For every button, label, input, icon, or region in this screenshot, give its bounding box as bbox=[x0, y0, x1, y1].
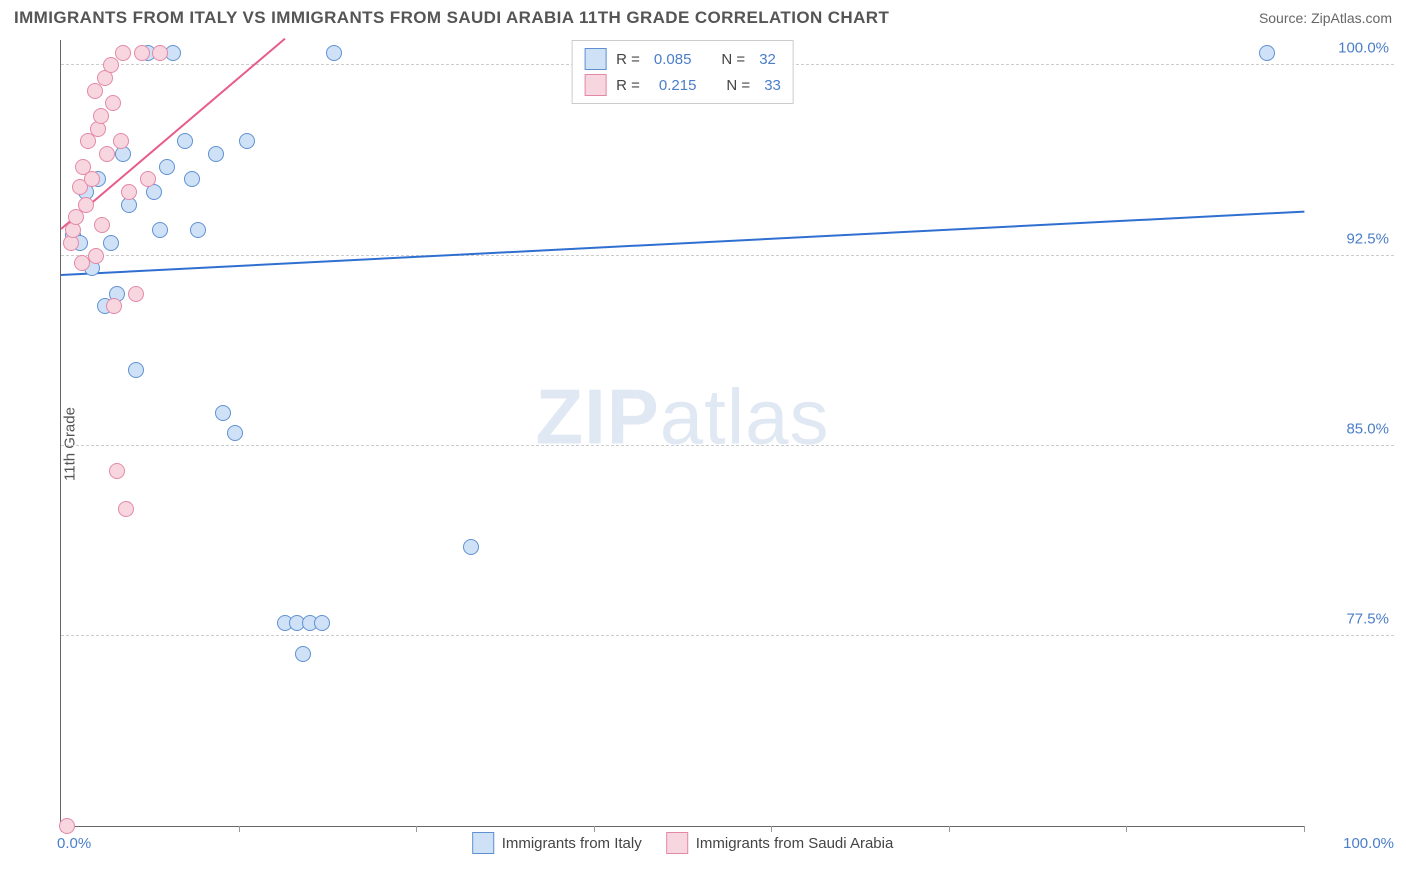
data-point bbox=[121, 184, 137, 200]
data-point bbox=[103, 57, 119, 73]
chart-title: IMMIGRANTS FROM ITALY VS IMMIGRANTS FROM… bbox=[14, 8, 889, 28]
chart-container: 11th Grade ZIPatlas R = 0.085 N = 32 R =… bbox=[50, 40, 1394, 847]
data-point bbox=[93, 108, 109, 124]
data-point bbox=[103, 235, 119, 251]
data-point bbox=[177, 133, 193, 149]
data-point bbox=[227, 425, 243, 441]
gridline bbox=[61, 255, 1394, 256]
swatch-italy-b bbox=[472, 832, 494, 854]
data-point bbox=[109, 463, 125, 479]
trend-line bbox=[61, 210, 1304, 275]
data-point bbox=[113, 133, 129, 149]
data-point bbox=[463, 539, 479, 555]
x-tick-mark bbox=[949, 826, 950, 832]
swatch-saudi bbox=[584, 74, 606, 96]
data-point bbox=[326, 45, 342, 61]
data-point bbox=[190, 222, 206, 238]
data-point bbox=[105, 95, 121, 111]
data-point bbox=[74, 255, 90, 271]
plot-area: ZIPatlas R = 0.085 N = 32 R = 0.215 N = … bbox=[60, 40, 1304, 827]
watermark: ZIPatlas bbox=[535, 372, 829, 463]
data-point bbox=[128, 286, 144, 302]
x-axis-min: 0.0% bbox=[57, 835, 91, 852]
x-tick-mark bbox=[594, 826, 595, 832]
legend-item-saudi: Immigrants from Saudi Arabia bbox=[666, 832, 894, 854]
data-point bbox=[140, 171, 156, 187]
data-point bbox=[59, 818, 75, 834]
data-point bbox=[128, 362, 144, 378]
data-point bbox=[159, 159, 175, 175]
data-point bbox=[99, 146, 115, 162]
data-point bbox=[88, 248, 104, 264]
data-point bbox=[152, 45, 168, 61]
legend-item-italy: Immigrants from Italy bbox=[472, 832, 642, 854]
x-tick-mark bbox=[416, 826, 417, 832]
data-point bbox=[314, 615, 330, 631]
data-point bbox=[239, 133, 255, 149]
data-point bbox=[134, 45, 150, 61]
x-tick-mark bbox=[1304, 826, 1305, 832]
legend-stats-row-italy: R = 0.085 N = 32 bbox=[584, 46, 781, 72]
source-label: Source: ZipAtlas.com bbox=[1259, 10, 1392, 26]
legend-series: Immigrants from Italy Immigrants from Sa… bbox=[472, 832, 894, 854]
y-tick-label: 92.5% bbox=[1346, 230, 1389, 247]
gridline bbox=[61, 635, 1394, 636]
legend-stats: R = 0.085 N = 32 R = 0.215 N = 33 bbox=[571, 40, 794, 104]
data-point bbox=[94, 217, 110, 233]
data-point bbox=[78, 197, 94, 213]
data-point bbox=[295, 646, 311, 662]
x-axis-max: 100.0% bbox=[1343, 835, 1394, 852]
x-tick-mark bbox=[771, 826, 772, 832]
swatch-saudi-b bbox=[666, 832, 688, 854]
y-tick-label: 77.5% bbox=[1346, 610, 1389, 627]
x-tick-mark bbox=[239, 826, 240, 832]
legend-stats-row-saudi: R = 0.215 N = 33 bbox=[584, 72, 781, 98]
data-point bbox=[106, 298, 122, 314]
data-point bbox=[152, 222, 168, 238]
data-point bbox=[184, 171, 200, 187]
y-tick-label: 85.0% bbox=[1346, 420, 1389, 437]
y-tick-label: 100.0% bbox=[1338, 40, 1389, 57]
swatch-italy bbox=[584, 48, 606, 70]
data-point bbox=[115, 45, 131, 61]
data-point bbox=[84, 171, 100, 187]
data-point bbox=[118, 501, 134, 517]
data-point bbox=[1259, 45, 1275, 61]
data-point bbox=[215, 405, 231, 421]
data-point bbox=[208, 146, 224, 162]
x-tick-mark bbox=[1126, 826, 1127, 832]
